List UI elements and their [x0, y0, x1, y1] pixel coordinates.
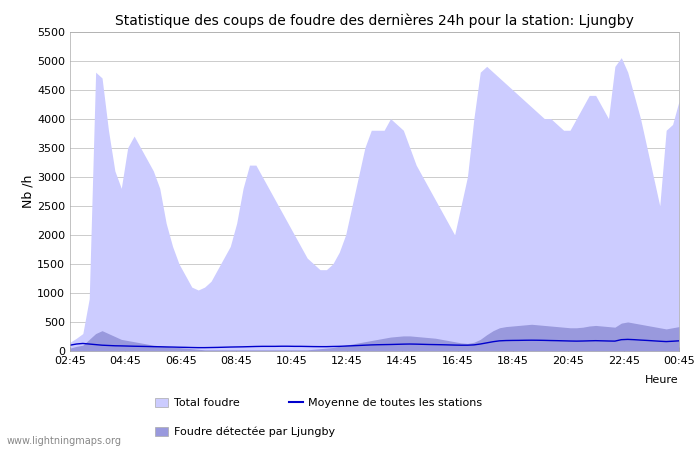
Legend: Foudre détectée par Ljungby: Foudre détectée par Ljungby — [155, 427, 335, 437]
Text: Heure: Heure — [645, 375, 679, 385]
Title: Statistique des coups de foudre des dernières 24h pour la station: Ljungby: Statistique des coups de foudre des dern… — [115, 13, 634, 27]
Text: www.lightningmaps.org: www.lightningmaps.org — [7, 436, 122, 446]
Y-axis label: Nb /h: Nb /h — [21, 175, 34, 208]
